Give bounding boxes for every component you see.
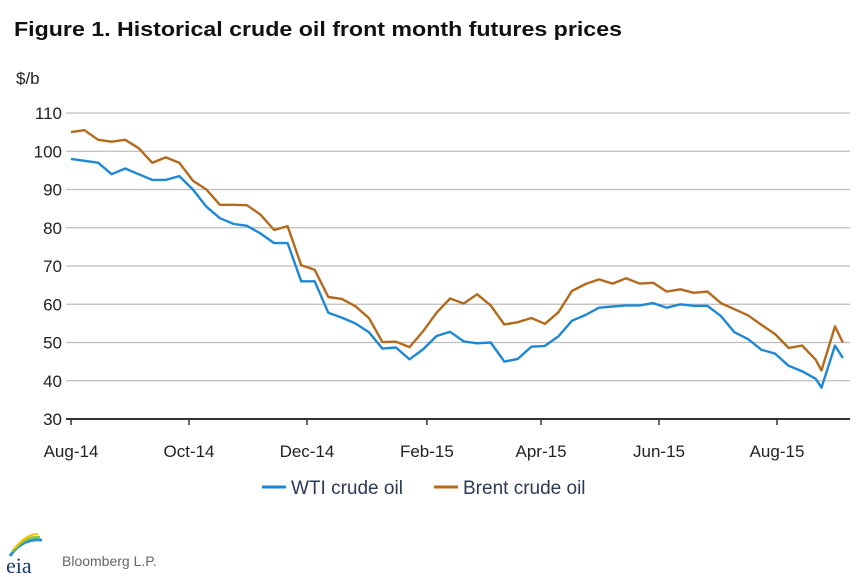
eia-logo: eia [6, 533, 43, 577]
x-tick-label: Aug-15 [750, 442, 805, 461]
series-lines [70, 128, 844, 389]
x-tick-label: Feb-15 [400, 442, 454, 461]
legend-label-brent: Brent crude oil [463, 478, 586, 499]
eia-logo-arc-yellow [13, 533, 39, 550]
x-axis: Aug-14 Oct-14 Dec-14 Feb-15 Apr-15 Jun-15 Aug-… [44, 418, 850, 461]
y-tick-label: 80 [43, 219, 62, 238]
y-tick-label: 50 [43, 334, 62, 353]
eia-logo-arc-blue [8, 538, 43, 557]
x-tick-label: Oct-14 [163, 442, 214, 461]
x-tick-label: Apr-15 [516, 442, 567, 461]
source-label: Bloomberg L.P. [62, 553, 157, 569]
y-tick-label: 100 [34, 142, 62, 161]
y-tick-label: 70 [43, 257, 62, 276]
y-tick-label: 110 [35, 104, 62, 123]
series-line-brent [70, 128, 844, 372]
x-tick-label: Aug-14 [44, 442, 99, 461]
x-tick-label: Jun-15 [633, 442, 685, 461]
y-axis-label: $/b [16, 69, 40, 88]
legend-label-wti: WTI crude oil [291, 478, 403, 499]
gridlines [66, 112, 850, 382]
y-tick-label: 40 [43, 372, 62, 391]
eia-logo-text: eia [6, 553, 32, 577]
eia-logo-arc-green [11, 535, 41, 553]
series-line-wti [70, 157, 844, 389]
y-tick-label: 90 [43, 181, 62, 200]
y-tick-label: 30 [43, 410, 62, 429]
chart-title: Figure 1. Historical crude oil front mon… [14, 19, 622, 41]
y-tick-label: 60 [43, 295, 62, 314]
legend: WTI crude oil Brent crude oil [262, 478, 586, 499]
x-tick-label: Dec-14 [280, 442, 335, 461]
y-axis: 30 40 50 60 70 80 90 100 110 [34, 104, 62, 429]
